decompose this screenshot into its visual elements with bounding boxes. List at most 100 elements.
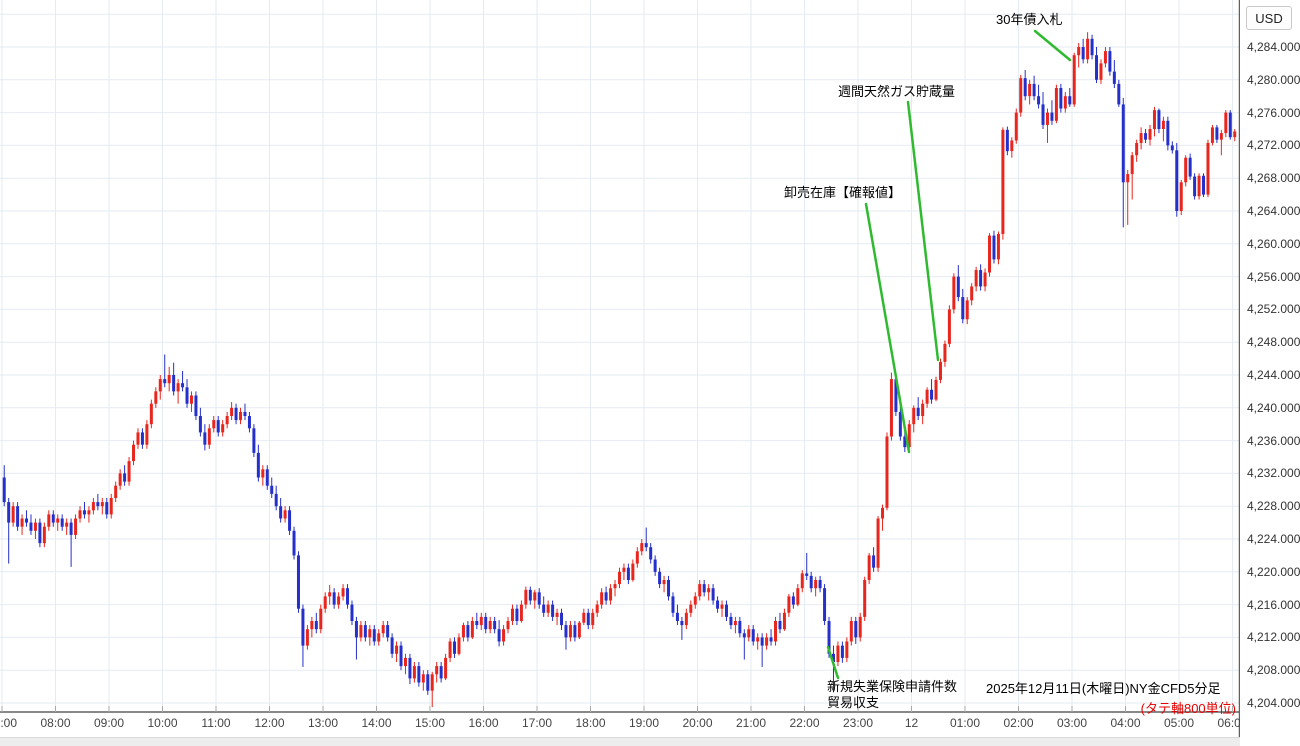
candle-body-up — [814, 580, 818, 589]
candle-body-down — [979, 270, 983, 287]
candle-body-down — [270, 485, 274, 494]
candle-body-up — [1014, 112, 1018, 141]
candle-body-up — [87, 510, 91, 515]
candle-body-down — [1121, 104, 1125, 183]
candle-body-down — [644, 543, 648, 548]
candle-body-down — [279, 506, 283, 519]
candle-body-down — [439, 666, 443, 679]
x-axis-time-label: 22:00 — [789, 716, 820, 730]
candle-body-down — [1037, 96, 1041, 105]
currency-unit-badge: USD — [1246, 6, 1292, 30]
candle-body-down — [372, 629, 376, 642]
candle-body-down — [453, 641, 457, 654]
y-axis-price-label: 4,280.000 — [1247, 72, 1300, 87]
candle-body-up — [1161, 120, 1165, 129]
candle-body-down — [493, 621, 497, 630]
candle-body-up — [519, 604, 523, 621]
event-pointer-line-auction_30y — [1033, 29, 1072, 62]
candle-body-up — [635, 551, 639, 564]
candle-body-up — [881, 507, 885, 519]
chart-canvas[interactable] — [0, 0, 1240, 745]
candle-body-down — [1166, 120, 1170, 146]
candle-body-up — [1126, 174, 1130, 183]
candle-body-down — [961, 297, 965, 320]
candlestick-chart-area[interactable]: 07:00 08:00 09:00 10:00 11:00 12:00 13:00 14:00… — [0, 0, 1240, 745]
candle-body-up — [631, 563, 635, 580]
event-pointer-line-jobless_claims — [826, 645, 840, 680]
candle-body-down — [274, 493, 278, 507]
x-axis-time-label: 15:00 — [414, 716, 446, 730]
candle-body-up — [720, 604, 724, 609]
candle-body-up — [533, 592, 537, 601]
candle-body-down — [194, 395, 198, 416]
candle-body-down — [1081, 47, 1085, 60]
candle-body-down — [898, 411, 902, 437]
candle-body-up — [1179, 182, 1183, 211]
candle-body-up — [925, 389, 929, 404]
candle-body-up — [912, 407, 916, 425]
x-axis-time-label: 18:00 — [575, 716, 606, 730]
candle-body-up — [1233, 131, 1237, 138]
candle-body-down — [827, 621, 831, 654]
candle-body-up — [91, 502, 95, 511]
candle-body-up — [943, 343, 947, 362]
candle-body-down — [791, 596, 795, 605]
candle-body-up — [787, 596, 791, 613]
candle-body-up — [118, 473, 122, 486]
bottom-scroll-strip[interactable] — [0, 737, 1240, 746]
x-axis-time-label: 23:00 — [842, 716, 874, 730]
candle-body-up — [568, 625, 572, 638]
candle-body-up — [225, 416, 229, 425]
candle-body-up — [479, 616, 483, 626]
candle-body-down — [1144, 133, 1148, 140]
candle-body-down — [542, 604, 546, 613]
candle-body-down — [573, 625, 577, 638]
candle-body-up — [707, 588, 711, 593]
candle-body-up — [11, 506, 15, 523]
candle-body-down — [1170, 145, 1174, 151]
candle-body-down — [805, 573, 809, 576]
candle-body-down — [7, 502, 11, 523]
y-axis-price-label: 4,224.000 — [1247, 532, 1300, 546]
candle-body-up — [207, 428, 211, 445]
x-axis-time-label: 19:00 — [628, 716, 660, 730]
candle-body-down — [560, 612, 564, 626]
x-axis-time-label: 13:00 — [307, 716, 339, 730]
candle-body-up — [132, 444, 136, 462]
candle-body-down — [466, 625, 470, 638]
candle-body-down — [551, 604, 555, 617]
candle-body-up — [774, 621, 778, 642]
candle-body-down — [60, 518, 64, 527]
candle-body-up — [1135, 142, 1139, 156]
candle-body-up — [1210, 127, 1214, 143]
candle-body-up — [395, 645, 399, 654]
candle-body-down — [823, 588, 827, 621]
candle-body-up — [1028, 83, 1032, 97]
x-axis-time-label: 20:00 — [682, 716, 713, 730]
candle-body-down — [216, 420, 220, 433]
candle-body-up — [983, 272, 987, 287]
candle-body-down — [51, 514, 55, 523]
candle-body-up — [609, 588, 613, 601]
annotation-natural-gas-storage: 週間天然ガス貯蔵量 — [838, 84, 956, 99]
candle-body-down — [484, 616, 488, 630]
candle-body-down — [760, 637, 764, 646]
y-axis-price-label: 4,284.000 — [1247, 40, 1300, 54]
candle-body-down — [399, 645, 403, 667]
candle-body-down — [203, 432, 207, 445]
candle-body-up — [867, 555, 871, 580]
candle-body-down — [992, 235, 996, 260]
candle-body-up — [974, 270, 978, 287]
candle-body-down — [69, 522, 73, 535]
candle-body-down — [475, 621, 479, 626]
candle-body-down — [29, 522, 33, 531]
candle-body-up — [328, 592, 332, 597]
x-axis-time-label: 10:00 — [147, 716, 178, 730]
candle-body-up — [1219, 133, 1223, 140]
annotation-wholesale-inventories: 卸売在庫【確報値】 — [784, 185, 902, 200]
candle-body-down — [16, 506, 20, 527]
candle-body-up — [970, 286, 974, 301]
candle-body-down — [738, 621, 742, 634]
x-axis-time-label: 07:00 — [0, 716, 18, 730]
candle-body-up — [836, 645, 840, 662]
